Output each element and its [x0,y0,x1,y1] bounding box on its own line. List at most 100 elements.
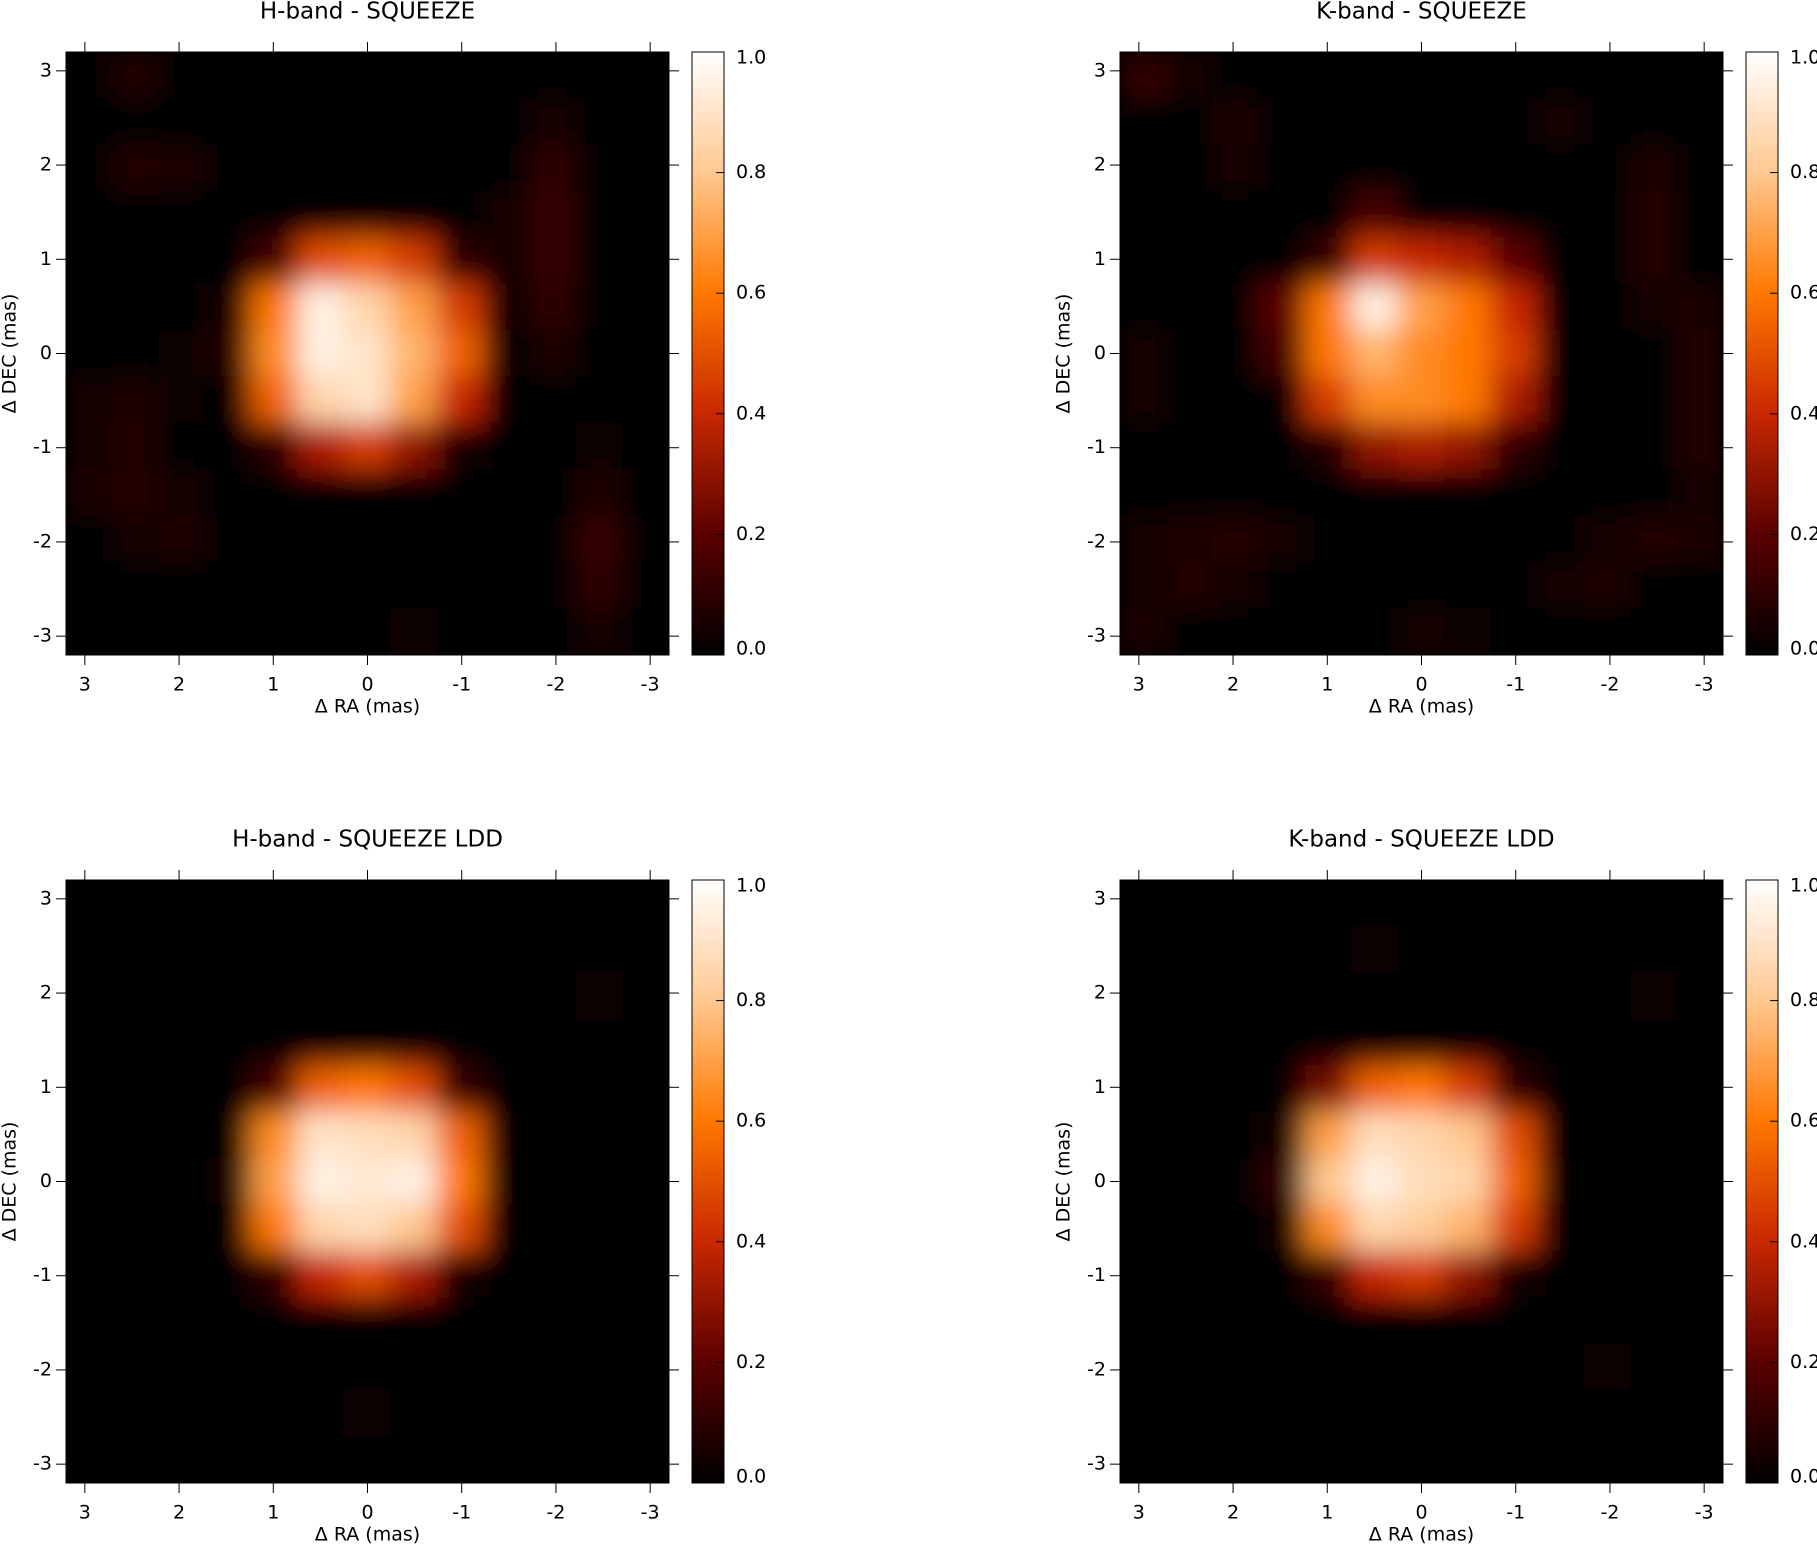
pixel [1397,1157,1446,1206]
pixel [390,1204,438,1252]
pixel [1305,468,1353,517]
pixel [390,237,438,285]
pixel [1676,329,1723,378]
colorbar [691,879,725,1484]
pixel [1305,880,1353,927]
pixel [111,1111,160,1159]
pixel [66,1018,113,1067]
pixel [529,283,577,331]
pixel [1120,1389,1167,1438]
colorbar-tick-label: 0.4 [736,1230,766,1252]
pixel [1120,422,1167,470]
pixel [111,190,160,239]
pixel [622,1250,669,1298]
pixel [1212,1343,1260,1391]
pixel [343,880,392,927]
pixel [436,925,484,974]
x-tick-label: 0 [1415,1502,1427,1524]
pixel [1490,1436,1538,1483]
pixel [482,468,531,517]
pixel [1165,329,1214,378]
pixel [1351,1389,1399,1438]
pixel [529,376,577,424]
pixel [1536,52,1585,99]
y-tick-label: 3 [40,59,52,81]
pixel [1583,329,1631,378]
pixel [204,1018,253,1067]
colorbar-tick-label: 1.0 [736,47,766,69]
pixel [436,144,484,192]
pixel [622,1296,669,1345]
x-tick-label: -1 [1506,1502,1525,1524]
pixel [111,97,160,146]
pixel [1583,468,1631,517]
y-tick-label: -3 [33,1453,52,1475]
pixel [111,561,160,610]
pixel [1536,468,1585,517]
x-tick-label: 2 [173,1502,185,1524]
pixel [1490,190,1538,239]
pixel [575,1250,624,1298]
pixel [1120,561,1167,610]
pixel [1212,561,1260,610]
pixel [111,515,160,563]
pixel [622,880,669,927]
pixel [1305,1157,1353,1206]
pixel [1120,190,1167,239]
pixel [1676,144,1723,192]
pixel [1351,190,1399,239]
pixel [436,422,484,470]
pixel [1258,880,1307,927]
pixel [1212,515,1260,563]
pixel [1165,237,1214,285]
pixel [251,1157,299,1206]
pixel [66,52,113,99]
pixel [1120,1157,1167,1206]
x-tick-label: 1 [1321,1502,1333,1524]
pixel [529,144,577,192]
y-tick-label: 0 [1094,1170,1106,1192]
pixel [297,515,345,563]
pixel [390,608,438,655]
pixel [1120,376,1167,424]
pixel [343,1204,392,1252]
pixel [66,972,113,1020]
pixel [622,97,669,146]
pixel [436,190,484,239]
pixel [204,561,253,610]
pixel [1351,52,1399,99]
pixel [1305,1436,1353,1483]
pixel [343,1296,392,1345]
pixel [1212,144,1260,192]
pixel [1165,1296,1214,1345]
pixel [66,1065,113,1113]
pixel [66,1343,113,1391]
pixel [575,1296,624,1345]
pixel [1536,1250,1585,1298]
pixel [1629,561,1678,610]
x-tick-label: 0 [361,674,373,696]
pixel [1120,1111,1167,1159]
pixel [1212,422,1260,470]
pixel [436,97,484,146]
pixel [1258,925,1307,974]
pixel [251,1204,299,1252]
pixel [622,237,669,285]
pixel [575,880,624,927]
pixel [1397,925,1446,974]
pixel [204,880,253,927]
pixel [1629,97,1678,146]
pixel [251,144,299,192]
pixel [1397,1389,1446,1438]
x-tick-label: 1 [1321,674,1333,696]
pixel [1536,561,1585,610]
x-tick-label: -3 [641,674,660,696]
pixel [575,52,624,99]
pixel [1490,1157,1538,1206]
pixel [1397,1018,1446,1067]
pixel [1536,1343,1585,1391]
pixel [436,1157,484,1206]
pixel [1258,1157,1307,1206]
pixel [622,144,669,192]
